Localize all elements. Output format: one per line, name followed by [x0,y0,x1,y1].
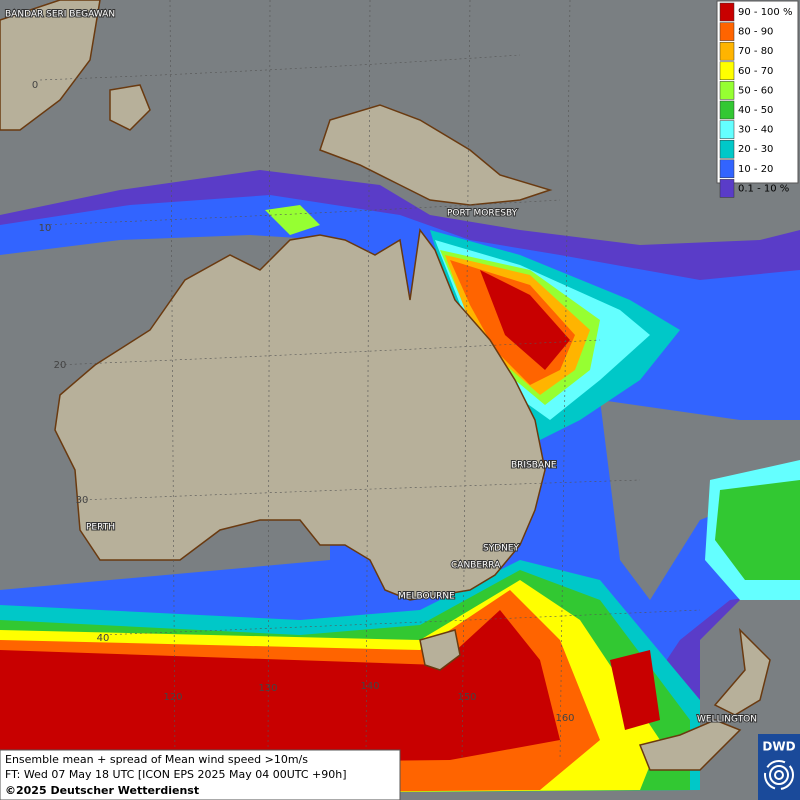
legend-swatch [719,120,735,139]
legend-swatch [719,81,735,100]
legend-label: 10 - 20 [738,164,773,175]
legend-label: 30 - 40 [738,125,773,136]
graticule-label: 130 [258,683,277,694]
graticule-label: 150 [457,692,476,703]
graticule-label: 10 [39,223,52,234]
legend-label: 0.1 - 10 % [738,183,789,194]
city-label: WELLINGTON [697,715,757,725]
city-label: SYDNEY [483,544,520,554]
graticule [39,0,701,761]
legend-swatch [719,100,735,120]
city-label: BANDAR SERI BEGAWAN [5,10,115,20]
legend-label: 80 - 90 [738,27,773,38]
legend-label: 50 - 60 [738,85,773,96]
city-label: PERTH [86,523,115,533]
city-label: MELBOURNE [398,592,455,602]
grid-labels: 0 10 20 30 40 120 130 140 150 160 [32,80,575,724]
legend-swatch [719,22,735,41]
graticule-label: 0 [32,80,38,91]
info-line: ©2025 Deutscher Wetterdienst [5,784,199,797]
info-line: FT: Wed 07 May 18 UTC [ICON EPS 2025 May… [5,768,347,781]
legend-label: 90 - 100 % [738,7,792,18]
info-box [0,749,401,800]
city-label: CANBERRA [451,561,501,571]
logo-swirl [764,760,794,790]
graticule-label: 140 [360,681,379,692]
legend-swatch [719,159,735,179]
legend-label: 20 - 30 [738,144,773,155]
legend-label: 40 - 50 [738,105,773,116]
graticule-label: 20 [54,360,67,371]
landmass [0,0,771,771]
info-line: Ensemble mean + spread of Mean wind spee… [5,753,308,766]
legend-swatch [719,139,735,159]
legend-swatch [719,179,735,198]
legend-label: 70 - 80 [738,46,773,57]
city-label: PORT MORESBY [447,209,518,219]
city-label: BRISBANE [511,461,557,471]
logo-text: DWD [762,740,795,754]
graticule-label: 40 [97,633,110,644]
cities: BANDAR SERI BEGAWAN PORT MORESBY BRISBANE P… [4,9,758,726]
legend-swatch [719,2,735,22]
legend-swatch [719,61,735,81]
graticule-label: 30 [76,495,89,506]
legend-swatch [719,41,735,61]
legend: 90 - 100 % 80 - 90 70 - 80 60 - 70 50 - 60 40… [716,0,799,198]
legend-label: 60 - 70 [738,66,773,77]
graticule-label: 160 [555,713,574,724]
graticule-label: 120 [163,692,182,703]
